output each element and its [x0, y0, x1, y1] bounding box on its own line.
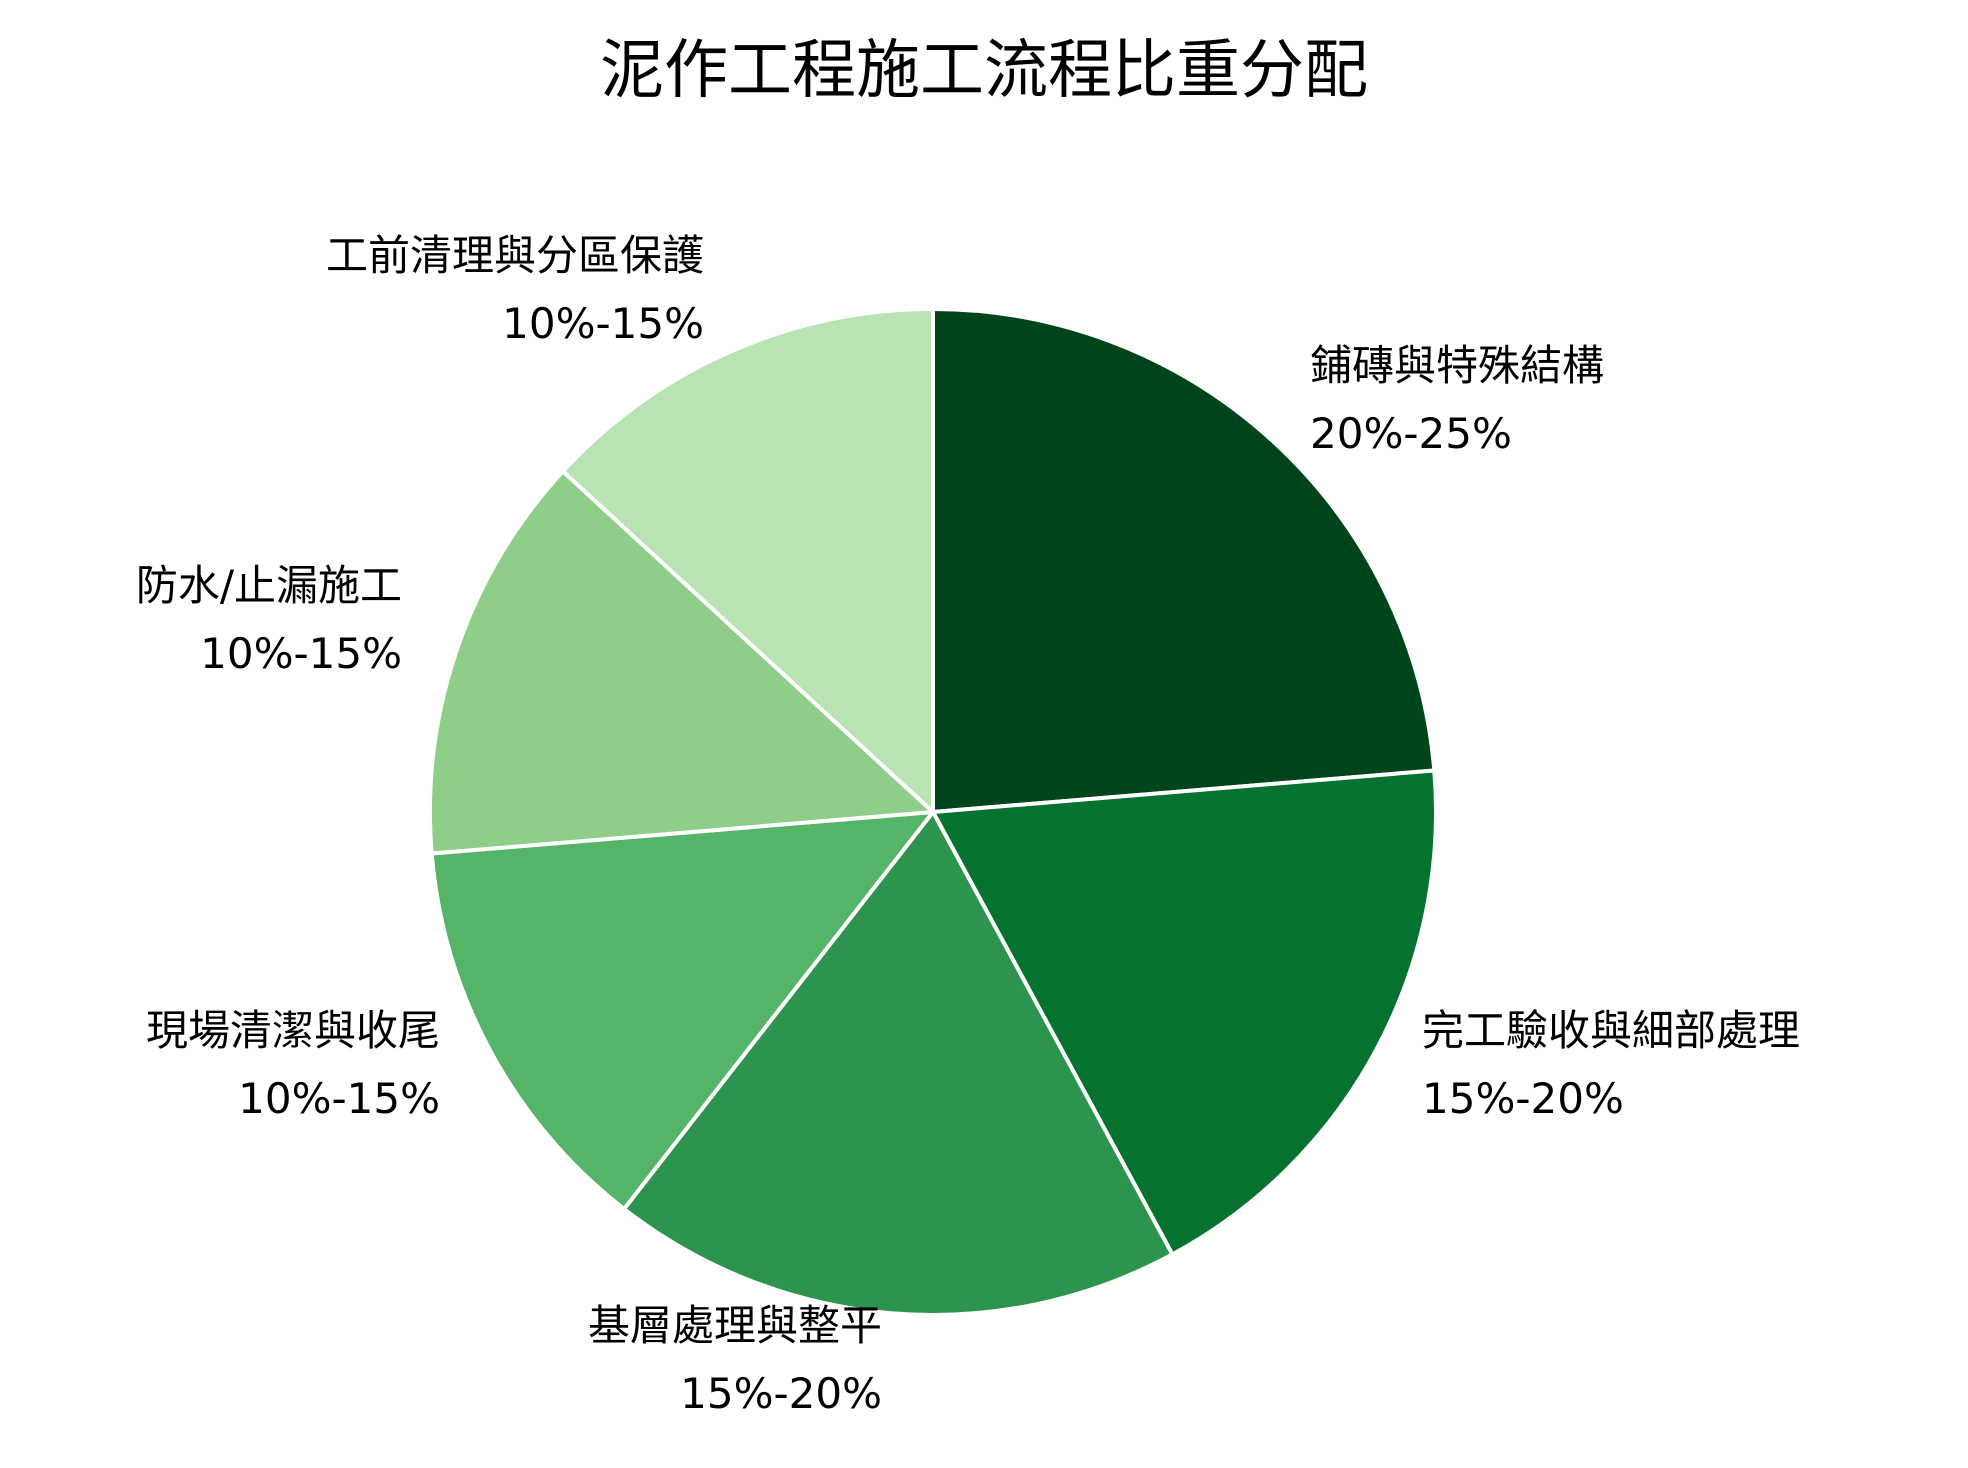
slice-percent-label: 10%-15%	[502, 299, 704, 348]
pie-slice	[428, 469, 935, 856]
chart-title: 泥作工程施工流程比重分配	[600, 34, 1368, 108]
pie-slices	[428, 307, 1438, 1317]
slice-label: 基層處理與整平	[588, 1301, 882, 1350]
pie-slice	[429, 810, 935, 1211]
pie-slice	[931, 307, 1437, 814]
pie-labels: 鋪磚與特殊結構 20%-25% 完工驗收與細部處理 15%-20% 基層處理與整平 15%…	[136, 231, 1800, 1418]
slice-percent-label: 10%-15%	[238, 1074, 440, 1123]
slice-percent-label: 15%-20%	[680, 1369, 882, 1418]
pie-slice	[931, 768, 1438, 1257]
pie-slice	[560, 307, 935, 814]
slice-label: 現場清潔與收尾	[146, 1006, 440, 1055]
slice-percent-label: 10%-15%	[200, 629, 402, 678]
slice-percent-label: 20%-25%	[1310, 409, 1512, 458]
slice-label: 完工驗收與細部處理	[1422, 1006, 1800, 1055]
slice-label: 工前清理與分區保護	[326, 231, 704, 280]
slice-percent-label: 15%-20%	[1422, 1074, 1624, 1123]
slice-label: 防水/止漏施工	[136, 561, 402, 610]
pie-slice	[622, 810, 1175, 1317]
slice-label: 鋪磚與特殊結構	[1310, 341, 1604, 390]
